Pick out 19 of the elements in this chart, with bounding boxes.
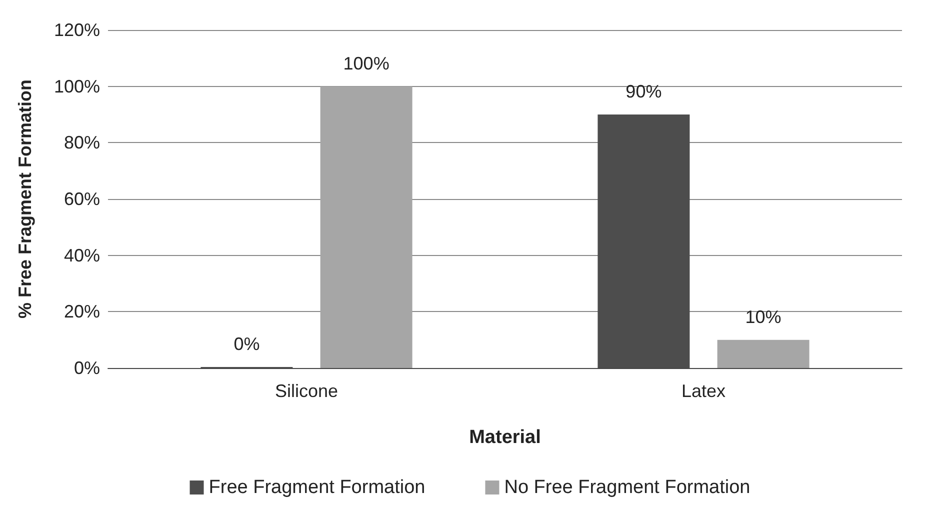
y-tick-label: 60% — [64, 189, 100, 209]
y-tick-label: 20% — [64, 302, 100, 322]
y-tick-label: 0% — [74, 358, 100, 378]
data-label: 10% — [745, 306, 782, 327]
y-tick-label: 40% — [64, 245, 100, 266]
y-tick-label: 80% — [64, 132, 100, 153]
bar — [320, 86, 412, 368]
x-tick-label: Latex — [681, 381, 726, 401]
y-tick-label: 100% — [54, 76, 100, 96]
y-axis-title: % Free Fragment Formation — [15, 79, 35, 319]
legend-label: Free Fragment Formation — [208, 477, 426, 498]
data-label: 90% — [626, 82, 662, 102]
legend-label: No Free Fragment Formation — [504, 477, 750, 498]
data-label: 0% — [234, 334, 260, 354]
bar — [717, 340, 810, 368]
y-tick-label: 120% — [54, 20, 100, 40]
x-tick-label: Silicone — [274, 381, 338, 401]
data-label: 100% — [343, 53, 390, 74]
x-axis-title: Material — [469, 427, 541, 448]
